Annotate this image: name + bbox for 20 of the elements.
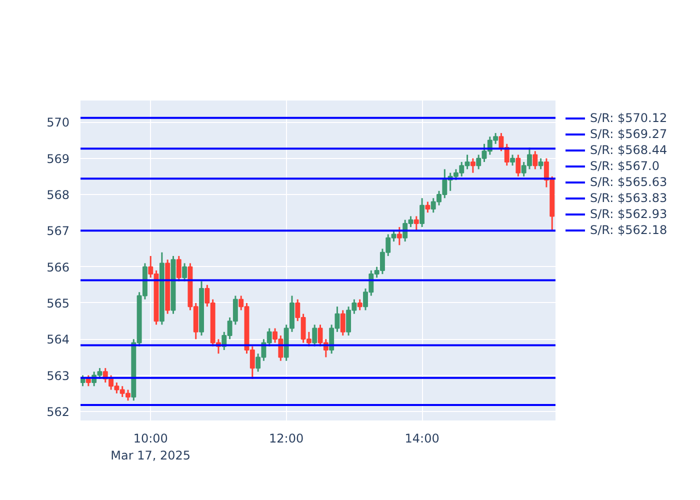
- y-tick-label: 567: [46, 224, 70, 238]
- y-tick-label: 562: [46, 404, 70, 419]
- legend-label: S/R: $568.44: [590, 142, 668, 158]
- y-tick-label: 570: [46, 116, 70, 130]
- legend-label: S/R: $567.0: [590, 158, 660, 174]
- legend-label: S/R: $562.18: [590, 222, 668, 238]
- y-tick-label: 569: [46, 152, 70, 166]
- x-tick-label: 14:00: [404, 432, 440, 446]
- ref-line-label: S/R: $570.12: [590, 110, 668, 126]
- y-tick-label: 564: [46, 332, 70, 347]
- x-tick-label: 12:00: [269, 432, 304, 446]
- legend-label: S/R: $569.27: [590, 126, 668, 142]
- y-tick-label: 566: [46, 260, 70, 274]
- legend-label: S/R: $563.83: [590, 190, 668, 206]
- legend-label: S/R: $562.93: [590, 206, 668, 222]
- y-tick-label: 565: [46, 296, 70, 310]
- x-tick-label: 10:00 Mar 17, 2025: [110, 432, 191, 462]
- y-tick-label: 563: [46, 368, 70, 383]
- legend-label: S/R: $565.63: [590, 174, 668, 190]
- y-tick-label: 568: [46, 188, 70, 202]
